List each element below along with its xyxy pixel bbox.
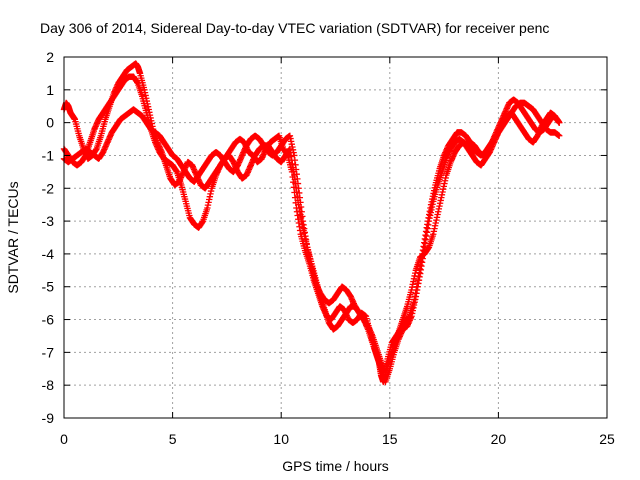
y-tick-label: -5 [42, 279, 55, 295]
y-tick-label: -2 [42, 180, 55, 196]
y-tick-label: -4 [42, 246, 55, 262]
chart-title: Day 306 of 2014, Sidereal Day-to-day VTE… [40, 20, 549, 36]
y-tick-label: -1 [42, 147, 55, 163]
y-tick-label: 1 [46, 82, 54, 98]
y-axis-label: SDTVAR / TECUs [5, 181, 21, 293]
x-tick-label: 15 [382, 431, 398, 447]
y-tick-label: -6 [42, 312, 55, 328]
data-series [60, 60, 563, 386]
x-axis-label: GPS time / hours [282, 458, 389, 474]
y-tick-label: 0 [46, 115, 54, 131]
x-tick-label: 5 [169, 431, 177, 447]
y-tick-label: 2 [46, 49, 54, 65]
data-point [556, 132, 563, 139]
series-3 [60, 99, 563, 376]
x-tick-label: 10 [273, 431, 289, 447]
x-tick-label: 0 [60, 431, 68, 447]
y-tick-label: -9 [42, 410, 55, 426]
x-tick-label: 25 [599, 431, 615, 447]
y-tick-label: -8 [42, 377, 55, 393]
grid-lines [64, 57, 607, 418]
y-tick-label: -7 [42, 344, 55, 360]
plot-frame [63, 56, 608, 419]
x-tick-label: 20 [491, 431, 507, 447]
y-tick-label: -3 [42, 213, 55, 229]
axis-ticks [63, 56, 608, 419]
data-point [556, 119, 563, 126]
